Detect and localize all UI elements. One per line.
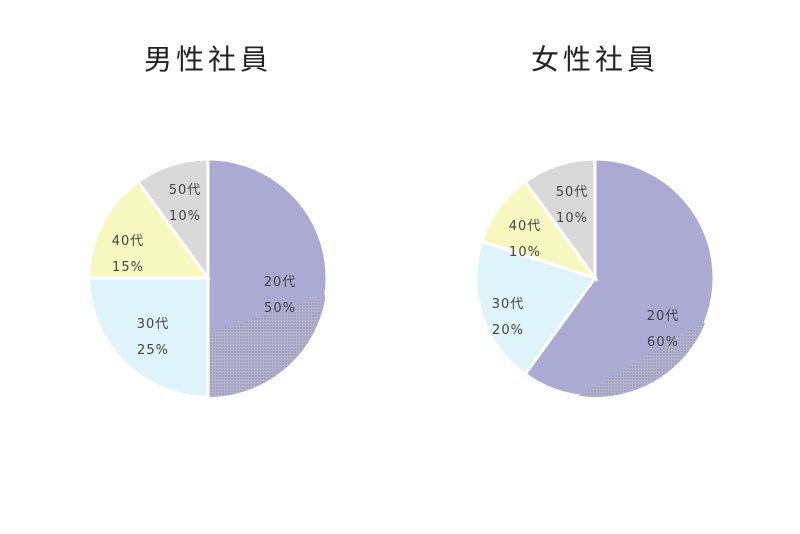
slice-label-30代: 30代	[137, 317, 170, 332]
slice-value-50代: 10%	[169, 209, 201, 224]
chart-title-male: 男性社員	[143, 43, 272, 76]
slice-value-20代: 50%	[264, 301, 296, 316]
slice-label-20代: 20代	[647, 309, 680, 324]
slice-value-40代: 15%	[112, 260, 144, 275]
pie-slice-hatch-20代	[208, 295, 325, 397]
slice-value-30代: 20%	[492, 323, 524, 338]
pie-slice-30代	[474, 239, 598, 377]
chart-title-female: 女性社員	[530, 43, 659, 76]
pie-chart-male: 20代 50% 30代 25% 40代 15% 50代 10%	[87, 157, 329, 399]
pie-slice-40代	[87, 179, 211, 280]
pie-slice-50代	[135, 157, 210, 283]
slice-label-40代: 40代	[112, 234, 145, 249]
slice-value-20代: 60%	[647, 335, 679, 350]
slice-label-20代: 20代	[264, 275, 297, 290]
slice-label-30代: 30代	[492, 297, 525, 312]
slice-label-50代: 50代	[556, 185, 589, 200]
slice-value-50代: 10%	[556, 211, 588, 226]
pie-chart-female: 20代 60% 30代 20% 40代 10% 50代 10%	[474, 157, 716, 399]
pie-slice-50代	[522, 157, 597, 283]
slice-label-40代: 40代	[509, 219, 542, 234]
slice-label-50代: 50代	[169, 183, 202, 198]
slice-value-40代: 10%	[509, 245, 541, 260]
pie-slice-30代	[87, 276, 210, 399]
slice-value-30代: 25%	[137, 343, 169, 358]
